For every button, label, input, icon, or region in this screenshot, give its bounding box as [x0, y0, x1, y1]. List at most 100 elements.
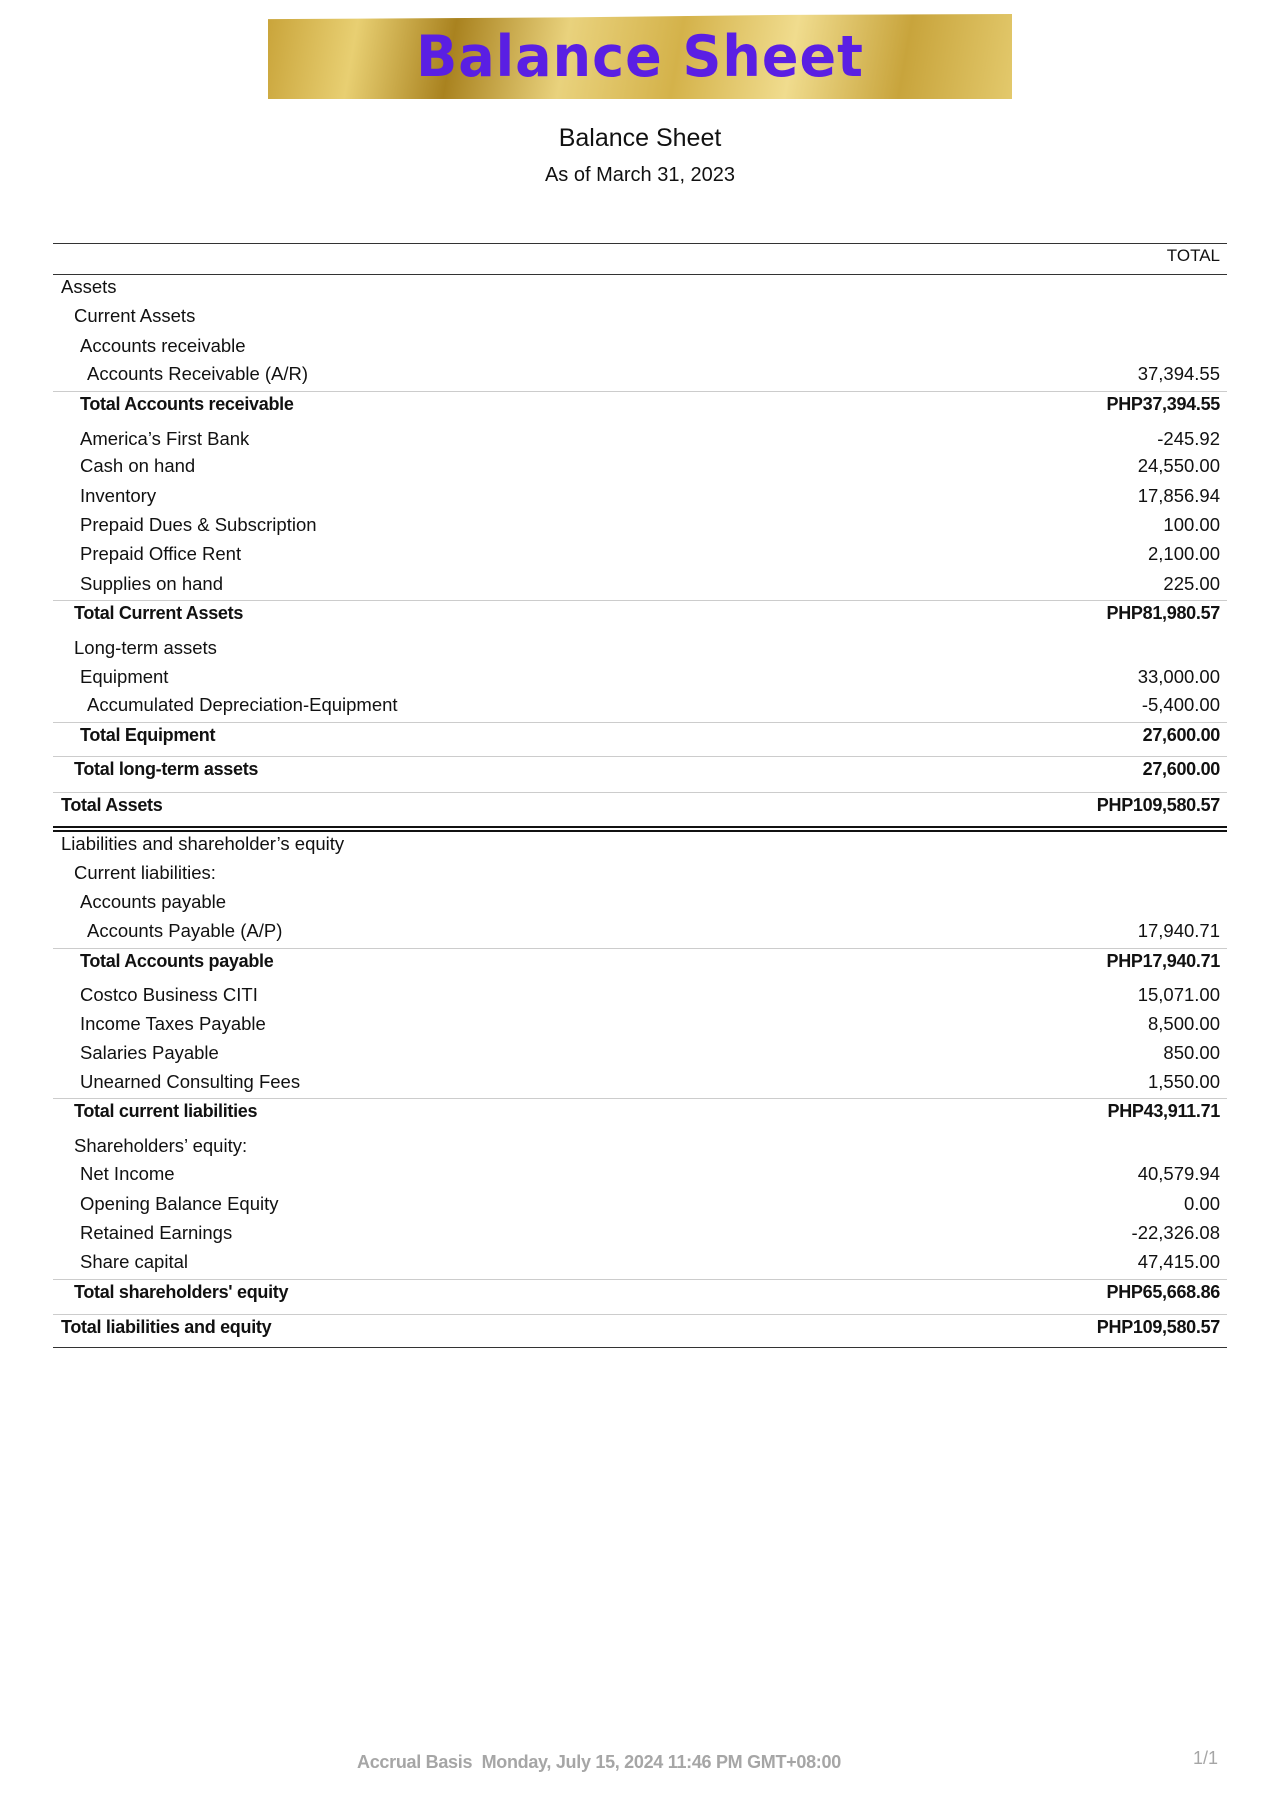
total-row: Total Assets PHP109,580.57: [53, 792, 1220, 818]
row-label: Prepaid Office Rent: [80, 543, 242, 564]
row-divider: [53, 391, 1227, 392]
table-row: Accounts receivable: [53, 333, 1220, 359]
row-label: Accounts receivable: [80, 335, 246, 356]
table-row: America’s First Bank -245.92: [53, 426, 1220, 452]
report-title: Balance Sheet: [558, 124, 722, 152]
row-label: Income Taxes Payable: [80, 1013, 266, 1034]
table-row: Retained Earnings -22,326.08: [53, 1220, 1220, 1246]
row-divider: [53, 722, 1227, 723]
row-amount: 24,550.00: [1137, 455, 1220, 476]
row-divider: [53, 756, 1227, 757]
row-label: Total Assets: [61, 795, 163, 815]
table-top-rule: [53, 243, 1227, 244]
row-label: Cash on hand: [80, 455, 196, 476]
total-row: Total shareholders' equity PHP65,668.86: [53, 1279, 1220, 1305]
table-row: Current Assets: [53, 303, 1220, 329]
row-amount: 15,071.00: [1137, 984, 1220, 1005]
header-rule: [53, 274, 1227, 275]
table-row: Liabilities and shareholder’s equity: [53, 831, 1220, 857]
row-label: Total Current Assets: [74, 603, 244, 623]
row-label: Assets: [61, 276, 117, 297]
table-row: Income Taxes Payable 8,500.00: [53, 1011, 1220, 1037]
row-label: Current liabilities:: [74, 862, 216, 883]
row-label: Total Accounts receivable: [80, 394, 294, 414]
row-amount: 47,415.00: [1137, 1251, 1220, 1272]
row-label: Salaries Payable: [80, 1042, 219, 1063]
page-number: 1/1: [1193, 1748, 1219, 1768]
row-label: Net Income: [80, 1163, 175, 1184]
report-date: As of March 31, 2023: [544, 164, 736, 186]
row-label: Accumulated Depreciation-Equipment: [87, 694, 398, 715]
row-amount: 850.00: [1163, 1042, 1220, 1063]
row-amount: 225.00: [1163, 573, 1220, 594]
table-row: Salaries Payable 850.00: [53, 1040, 1220, 1066]
table-row: Costco Business CITI 15,071.00: [53, 982, 1220, 1008]
row-amount: 27,600.00: [1142, 759, 1221, 779]
total-row: Total current liabilities PHP43,911.71: [53, 1098, 1220, 1124]
table-row: Shareholders’ equity:: [53, 1133, 1220, 1159]
row-divider: [53, 1098, 1227, 1099]
table-row: Accounts payable: [53, 889, 1220, 915]
row-amount: -22,326.08: [1131, 1222, 1220, 1243]
row-label: Opening Balance Equity: [80, 1193, 279, 1214]
row-label: Costco Business CITI: [80, 984, 258, 1005]
row-label: Total long-term assets: [74, 759, 259, 779]
table-row: Accumulated Depreciation-Equipment -5,400…: [53, 692, 1220, 718]
row-amount: 33,000.00: [1137, 666, 1220, 687]
row-amount: 8,500.00: [1147, 1013, 1220, 1034]
row-amount: -5,400.00: [1141, 694, 1220, 715]
row-amount: 40,579.94: [1137, 1163, 1220, 1184]
row-label: Liabilities and shareholder’s equity: [61, 833, 345, 854]
table-row: Supplies on hand 225.00: [53, 571, 1220, 597]
total-row: Total Current Assets PHP81,980.57: [53, 600, 1220, 626]
row-label: Accounts Receivable (A/R): [87, 363, 309, 384]
row-label: Share capital: [80, 1251, 188, 1272]
row-amount: 17,856.94: [1137, 485, 1220, 506]
row-label: Unearned Consulting Fees: [80, 1071, 301, 1092]
table-bottom-rule: [53, 1347, 1227, 1348]
table-row: Inventory 17,856.94: [53, 483, 1220, 509]
row-amount: 1,550.00: [1147, 1071, 1220, 1092]
section-double-rule: [53, 826, 1227, 828]
total-row: Total long-term assets 27,600.00: [53, 756, 1220, 782]
row-label: Total current liabilities: [74, 1101, 258, 1121]
footer-basis-timestamp: Accrual Basis Monday, July 15, 2024 11:4…: [357, 1752, 841, 1772]
banner-image: Balance Sheet: [268, 14, 1012, 99]
total-row: Total Equipment 27,600.00: [53, 722, 1220, 748]
row-amount: 0.00: [1183, 1193, 1220, 1214]
row-amount: PHP37,394.55: [1106, 394, 1221, 414]
table-row: Opening Balance Equity 0.00: [53, 1191, 1220, 1217]
row-divider: [53, 1279, 1227, 1280]
table-row: Unearned Consulting Fees 1,550.00: [53, 1069, 1220, 1095]
row-label: Total shareholders' equity: [74, 1282, 289, 1302]
table-row: Prepaid Office Rent 2,100.00: [53, 541, 1220, 567]
table-row: Cash on hand 24,550.00: [53, 453, 1220, 479]
row-divider: [53, 792, 1227, 793]
row-amount: 100.00: [1163, 514, 1220, 535]
row-amount: PHP65,668.86: [1106, 1282, 1221, 1302]
table-row: Accounts Payable (A/P) 17,940.71: [53, 918, 1220, 944]
row-amount: 2,100.00: [1147, 543, 1220, 564]
table-row: Assets: [53, 274, 1220, 300]
column-header-total: TOTAL: [1166, 246, 1220, 265]
row-label: Total Accounts payable: [80, 951, 274, 971]
row-amount: PHP43,911.71: [1107, 1101, 1221, 1121]
table-row: Share capital 47,415.00: [53, 1249, 1220, 1275]
row-amount: 27,600.00: [1142, 725, 1221, 745]
row-label: Total liabilities and equity: [61, 1317, 272, 1337]
total-row: Total liabilities and equity PHP109,580.5…: [53, 1314, 1220, 1340]
row-label: Current Assets: [74, 305, 196, 326]
row-label: Shareholders’ equity:: [74, 1135, 248, 1156]
table-row: Net Income 40,579.94: [53, 1161, 1220, 1187]
total-row: Total Accounts payable PHP17,940.71: [53, 948, 1220, 974]
row-label: Long-term assets: [74, 637, 217, 658]
table-row: Current liabilities:: [53, 860, 1220, 886]
table-row: Equipment 33,000.00: [53, 664, 1220, 690]
row-label: Prepaid Dues & Subscription: [80, 514, 317, 535]
row-divider: [53, 600, 1227, 601]
row-label: Inventory: [80, 485, 157, 506]
banner-title: Balance Sheet: [416, 23, 864, 90]
row-label: Retained Earnings: [80, 1222, 233, 1243]
row-divider: [53, 948, 1227, 949]
row-label: Supplies on hand: [80, 573, 223, 594]
